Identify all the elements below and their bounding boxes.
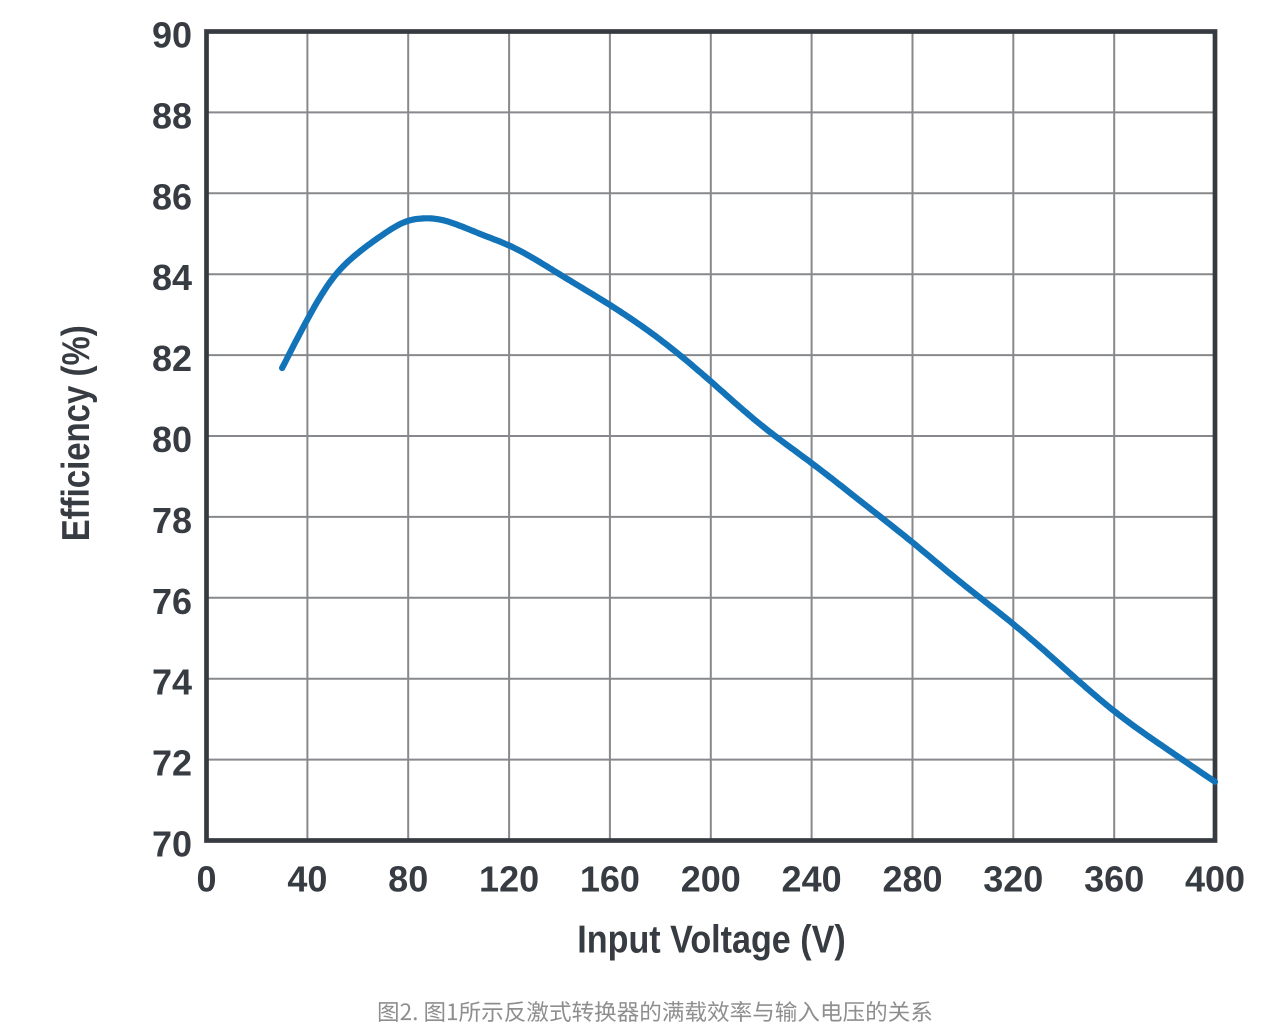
svg-text:76: 76 xyxy=(152,581,192,622)
svg-text:70: 70 xyxy=(152,824,192,865)
svg-text:Efficiency (%): Efficiency (%) xyxy=(53,325,97,541)
svg-text:80: 80 xyxy=(388,859,428,900)
svg-text:82: 82 xyxy=(152,338,192,379)
svg-text:72: 72 xyxy=(152,743,192,784)
svg-text:160: 160 xyxy=(580,859,640,900)
svg-text:0: 0 xyxy=(196,859,216,900)
svg-text:120: 120 xyxy=(479,859,539,900)
svg-text:320: 320 xyxy=(983,859,1043,900)
svg-text:40: 40 xyxy=(287,859,327,900)
svg-text:90: 90 xyxy=(152,15,192,56)
svg-text:86: 86 xyxy=(152,176,192,217)
svg-text:78: 78 xyxy=(152,500,192,541)
svg-text:88: 88 xyxy=(152,95,192,136)
svg-text:Input Voltage (V): Input Voltage (V) xyxy=(577,918,845,962)
svg-text:200: 200 xyxy=(681,859,741,900)
svg-text:240: 240 xyxy=(782,859,842,900)
svg-text:84: 84 xyxy=(152,257,192,298)
svg-text:360: 360 xyxy=(1084,859,1144,900)
svg-text:400: 400 xyxy=(1185,859,1245,900)
svg-text:80: 80 xyxy=(152,419,192,460)
svg-text:74: 74 xyxy=(152,662,192,703)
svg-text:280: 280 xyxy=(882,859,942,900)
